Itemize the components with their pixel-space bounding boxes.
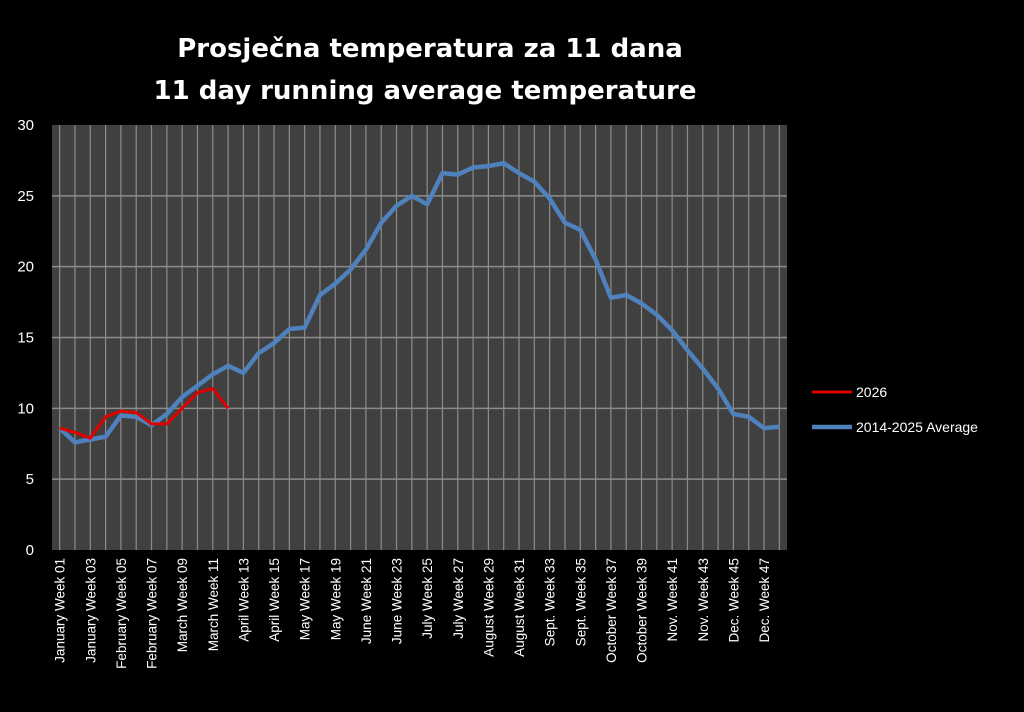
legend-label-average: 2014-2025 Average	[856, 419, 978, 435]
x-tick-label: February Week 05	[114, 558, 129, 669]
x-tick-label: January Week 03	[83, 558, 98, 663]
y-tick-label: 15	[17, 330, 34, 347]
y-tick-label: 25	[17, 188, 34, 205]
legend: 2026 2014-2025 Average	[812, 384, 978, 435]
x-tick-label: Dec. Week 45	[726, 558, 741, 643]
y-tick-label: 30	[17, 117, 34, 134]
chart-title-line-1: Prosječna temperatura za 11 dana	[177, 34, 683, 64]
x-tick-label: Nov. Week 41	[665, 558, 680, 642]
legend-label-2026: 2026	[856, 384, 887, 400]
series-line-2026	[59, 387, 230, 440]
chart-title-line-2: 11 day running average temperature	[154, 76, 697, 106]
y-tick-label: 0	[26, 542, 34, 559]
x-tick-label: February Week 07	[145, 558, 160, 669]
x-tick-label: Sept. Week 33	[543, 558, 558, 646]
x-tick-label: January Week 01	[53, 558, 68, 663]
y-tick-label: 10	[17, 400, 34, 417]
x-tick-label: May Week 19	[328, 558, 343, 640]
x-tick-label: Nov. Week 43	[696, 558, 711, 642]
x-tick-label: May Week 17	[298, 558, 313, 640]
x-tick-label: Dec. Week 47	[757, 558, 772, 643]
y-tick-label: 5	[26, 471, 34, 488]
x-tick-label: June Week 21	[359, 558, 374, 644]
x-tick-label: March Week 11	[206, 558, 221, 651]
x-tick-label: March Week 09	[175, 558, 190, 652]
x-tick-label: April Week 13	[236, 558, 251, 642]
x-tick-label: Sept. Week 35	[573, 558, 588, 646]
x-tick-label: July Week 27	[451, 558, 466, 639]
x-tick-label: April Week 15	[267, 558, 282, 642]
series-line-average	[58, 161, 780, 445]
x-tick-label: October Week 37	[604, 558, 619, 663]
x-tick-label: July Week 25	[420, 558, 435, 639]
y-tick-label: 20	[17, 259, 34, 276]
x-tick-label: August Week 31	[512, 558, 527, 657]
x-tick-label: August Week 29	[481, 558, 496, 657]
x-tick-label: October Week 39	[635, 558, 650, 663]
x-tick-label: June Week 23	[390, 558, 405, 644]
